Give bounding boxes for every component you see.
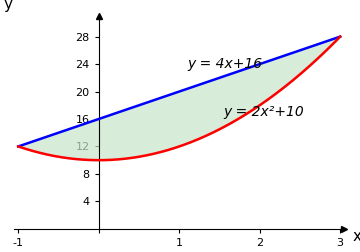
X-axis label: x: x bbox=[353, 229, 360, 244]
Text: y = 4x+16: y = 4x+16 bbox=[187, 56, 262, 71]
Y-axis label: y: y bbox=[3, 0, 12, 12]
Text: y = 2x²+10: y = 2x²+10 bbox=[224, 105, 304, 118]
